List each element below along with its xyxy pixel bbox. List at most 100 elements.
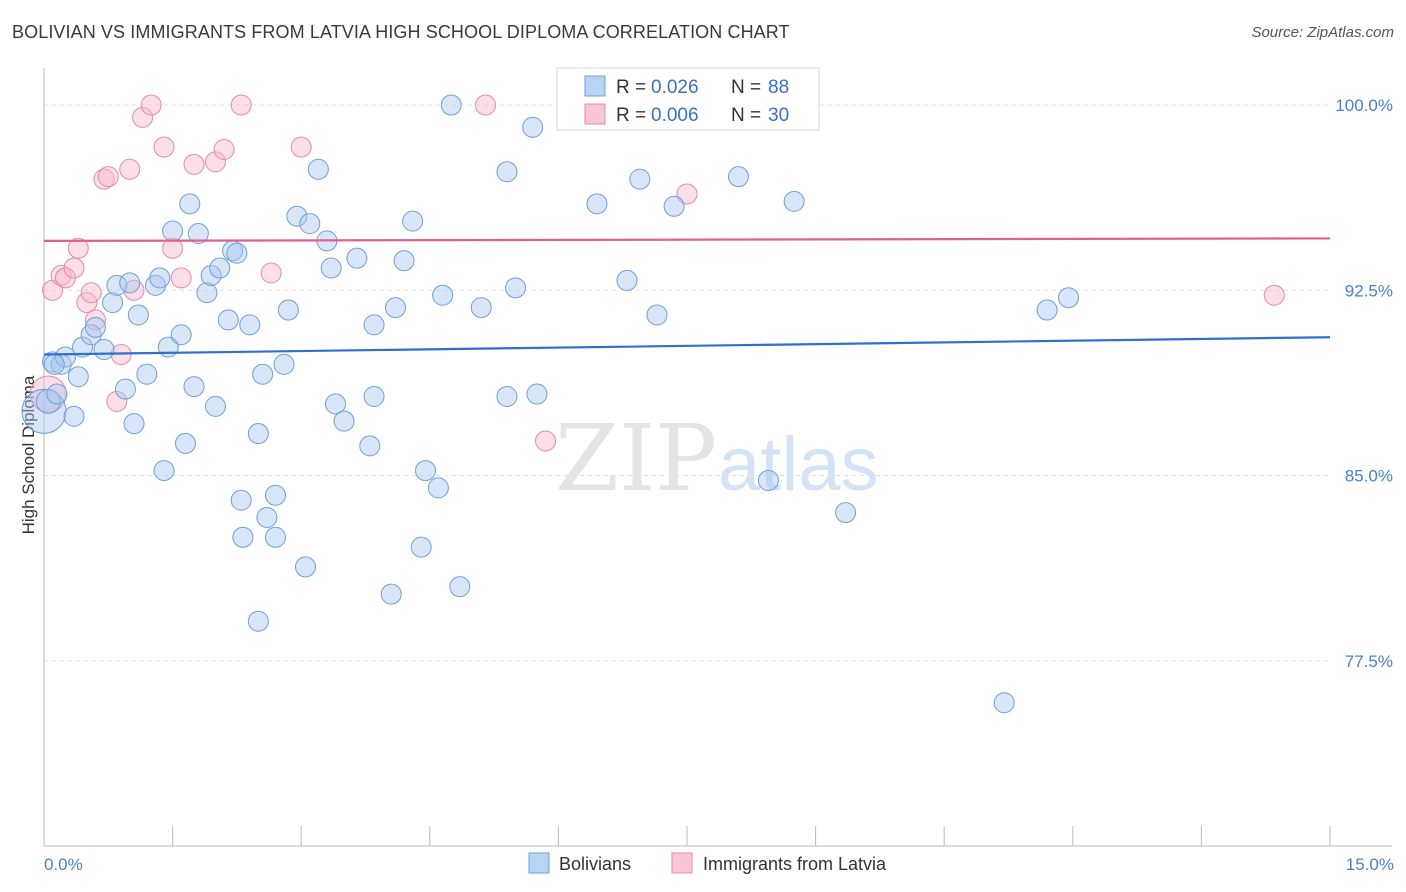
bolivian-point (415, 460, 437, 482)
y-tick-label: 85.0% (1345, 467, 1393, 486)
bolivian-point (127, 304, 149, 326)
bolivian-point (114, 378, 136, 400)
latvia-point (183, 153, 205, 175)
bolivian-point (586, 193, 608, 215)
latvia-point (67, 237, 89, 259)
bolivian-point (200, 264, 222, 286)
bolivian-point (252, 363, 274, 385)
bolivian-point (320, 257, 342, 279)
latvia-point (213, 139, 235, 161)
bolivian-point (402, 210, 424, 232)
bolivian-point (187, 222, 209, 244)
latvia-point (535, 430, 557, 452)
bolivian-point (427, 477, 449, 499)
bolivian-point (183, 376, 205, 398)
series-bolivians-points (21, 94, 1080, 714)
bolivian-point (54, 346, 76, 368)
bolivian-point (324, 393, 346, 415)
bolivian-point (264, 484, 286, 506)
bolivian-point (63, 405, 85, 427)
y-tick-labels: 100.0% 92.5% 85.0% 77.5% (1335, 96, 1393, 671)
bolivian-point (470, 297, 492, 319)
bolivian-point (505, 277, 527, 299)
latvia-point (204, 151, 226, 173)
x-tick-label-min: 0.0% (44, 855, 83, 874)
bolivian-point (119, 272, 141, 294)
bottom-legend-label-bolivians: Bolivians (559, 854, 631, 874)
bolivian-point (102, 292, 124, 314)
bolivian-point (727, 166, 749, 188)
watermark: ZIP atlas (555, 405, 879, 512)
latvia-point (475, 94, 497, 116)
bolivian-point (277, 299, 299, 321)
bolivian-point (273, 353, 295, 375)
bolivian-point (646, 304, 668, 326)
bolivian-point (440, 94, 462, 116)
bolivian-point (363, 314, 385, 336)
legend-r-label-1: R = (616, 77, 646, 98)
latvia-point (132, 106, 154, 128)
bolivian-point (363, 385, 385, 407)
bolivian-point (307, 158, 329, 180)
bolivian-point (247, 610, 269, 632)
bolivian-point (835, 502, 857, 524)
bolivian-point (286, 205, 308, 227)
y-axis-label: High School Diploma (19, 375, 38, 534)
bolivian-point (1036, 299, 1058, 321)
bolivian-point (385, 297, 407, 319)
bolivian-point (232, 526, 254, 548)
legend-n-value-1: 88 (768, 77, 789, 98)
bolivian-point (174, 432, 196, 454)
bolivian-point (256, 507, 278, 529)
latvia-point (290, 136, 312, 158)
bolivian-point (196, 282, 218, 304)
bottom-legend-swatch-bolivians (528, 852, 550, 874)
bolivian-point (663, 195, 685, 217)
bolivian-point (136, 363, 158, 385)
trend-line-latvia (43, 237, 1331, 242)
latvia-point (230, 94, 252, 116)
bottom-legend-swatch-latvia (671, 852, 693, 874)
latvia-point (63, 257, 85, 279)
latvia-point (1263, 284, 1285, 306)
bolivian-point (123, 413, 145, 435)
bolivian-point (149, 267, 171, 289)
bolivian-point (21, 388, 67, 434)
bolivian-point (230, 489, 252, 511)
legend-r-value-1: 0.026 (651, 77, 699, 98)
source-label: Source: ZipAtlas.com (1251, 24, 1394, 41)
trend-line-bolivians (43, 336, 1331, 356)
bolivian-point (449, 576, 471, 598)
bolivian-point (84, 316, 106, 338)
watermark-atlas: atlas (718, 422, 879, 507)
bolivian-point (264, 526, 286, 548)
bolivian-point (496, 385, 518, 407)
latvia-point (170, 267, 192, 289)
bolivian-point (179, 193, 201, 215)
y-tick-label: 92.5% (1345, 281, 1393, 300)
bolivian-point (410, 536, 432, 558)
bolivian-point (393, 250, 415, 272)
bolivian-point (496, 161, 518, 183)
series-legend: Bolivians Immigrants from Latvia (528, 852, 887, 874)
bolivian-point (1058, 287, 1080, 309)
bolivian-point (757, 469, 779, 491)
bolivian-point (333, 410, 355, 432)
latvia-point (162, 237, 184, 259)
legend-swatch-latvia (584, 103, 606, 125)
x-tick-label-max: 15.0% (1346, 855, 1394, 874)
bolivian-point (346, 247, 368, 269)
latvia-point (97, 166, 119, 188)
chart-title: BOLIVIAN VS IMMIGRANTS FROM LATVIA HIGH … (12, 22, 790, 42)
bolivian-point (432, 284, 454, 306)
bolivian-point (629, 168, 651, 190)
bolivian-point (153, 460, 175, 482)
legend-swatch-bolivians (584, 75, 606, 97)
y-tick-label: 77.5% (1345, 652, 1393, 671)
watermark-zip: ZIP (555, 405, 717, 512)
bolivian-point (616, 269, 638, 291)
legend-n-label-2: N = (731, 105, 761, 126)
bolivian-point (162, 220, 184, 242)
bolivian-point (72, 336, 94, 358)
